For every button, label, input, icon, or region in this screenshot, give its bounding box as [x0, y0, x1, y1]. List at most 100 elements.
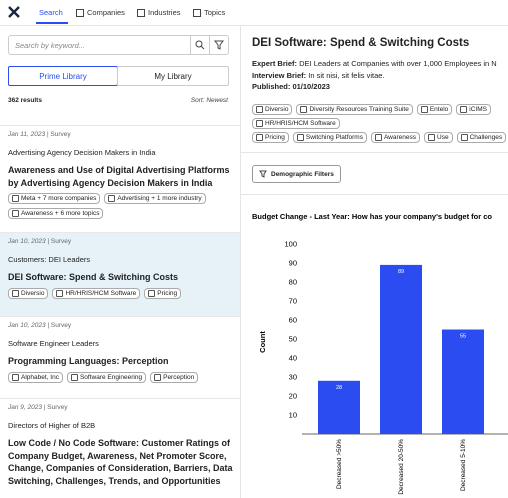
tag-icon — [256, 120, 263, 127]
tag-row: Pricing Switching Platforms Awareness Use Ch… — [252, 132, 508, 143]
nav-tab[interactable]: Search — [39, 8, 63, 17]
tag-icon — [256, 134, 263, 141]
y-tick-label: 50 — [289, 335, 297, 344]
bar — [380, 264, 422, 434]
item-audience: Software Engineer Leaders — [8, 339, 99, 348]
tag-icon — [56, 290, 64, 297]
tag[interactable]: Challenges — [456, 132, 507, 143]
x-tick-label: Decreased 20-50% — [398, 439, 405, 495]
item-audience: Advertising Agency Decision Makers in In… — [8, 148, 156, 157]
tag-icon — [70, 374, 78, 381]
y-tick-label: 10 — [289, 411, 297, 420]
bar-value-label: 28 — [336, 385, 342, 391]
tag-label: HR/HRIS/HCM Software — [65, 290, 137, 297]
tag[interactable]: Pricing — [252, 132, 289, 143]
tag-icon — [428, 134, 435, 141]
y-tick-label: 60 — [289, 316, 297, 325]
item-date: Jan 10, 2023 — [8, 238, 46, 245]
tag-label: Diversity Resources Training Suite — [309, 106, 409, 113]
published-date: 01/10/2023 — [292, 82, 330, 91]
tag[interactable]: Pricing — [144, 288, 182, 299]
logo[interactable] — [7, 5, 21, 19]
bar-value-label: 89 — [398, 269, 404, 275]
expert-brief: DEI Leaders at Companies with over 1,000… — [299, 59, 497, 68]
item-tags: Diversio HR/HRIS/HCM Software Pricing — [8, 288, 234, 299]
y-tick-label: 100 — [284, 240, 297, 249]
tag-icon — [460, 134, 468, 141]
tag-label: Alphabet, Inc — [21, 374, 59, 381]
search-box[interactable]: Search by keyword... — [8, 35, 229, 55]
filter-icon[interactable] — [214, 40, 224, 50]
item-audience: Directors of Higher of B2B — [8, 421, 96, 430]
tag-label: iCIMS — [469, 106, 487, 113]
tag[interactable]: Awareness + 6 more topics — [8, 208, 104, 219]
tag[interactable]: Awareness — [370, 132, 420, 143]
y-tick-label: 30 — [289, 373, 297, 382]
bar-value-label: 55 — [460, 334, 466, 340]
tag[interactable]: Perception — [150, 372, 199, 383]
tag-icon — [420, 106, 428, 113]
tab-label: My Library — [154, 71, 192, 81]
results-panel: Search by keyword... Prime Library My Li… — [0, 26, 241, 498]
tag-icon — [12, 374, 19, 381]
library-tab[interactable]: Prime Library — [8, 66, 118, 86]
tag[interactable]: Diversio — [252, 104, 293, 115]
label: Expert Brief: — [252, 59, 298, 68]
tag[interactable]: Software Engineering — [66, 372, 147, 383]
item-meta: Jan 9, 2023 | Survey — [8, 404, 68, 411]
tag-label: Advertising + 1 more industry — [117, 195, 202, 202]
item-date: Jan 10, 2023 — [8, 322, 46, 329]
tag-row: Diversio Diversity Resources Training Sui… — [252, 104, 508, 115]
search-icon[interactable] — [195, 40, 205, 50]
item-date: Jan 9, 2023 — [8, 404, 42, 411]
nav-tab[interactable]: Industries — [137, 8, 181, 17]
result-item[interactable]: Jan 10, 2023 | Survey Customers: DEI Lead… — [0, 232, 240, 316]
tag-label: Pricing — [265, 134, 285, 141]
y-tick-label: 70 — [289, 297, 297, 306]
tag[interactable]: Use — [424, 132, 453, 143]
item-meta: Jan 10, 2023 | Survey — [8, 322, 72, 329]
y-axis-label: Count — [258, 331, 267, 353]
tag-icon — [12, 195, 19, 202]
tag[interactable]: Alphabet, Inc — [8, 372, 63, 383]
tag[interactable]: Diversio — [8, 288, 49, 299]
result-item[interactable]: Jan 9, 2023 | Survey Directors of Higher … — [0, 398, 240, 498]
item-title: Low Code / No Code Software: Customer Ra… — [8, 438, 233, 487]
label: Published: — [252, 82, 291, 91]
tag[interactable]: Diversity Resources Training Suite — [296, 104, 413, 115]
result-item[interactable]: Jan 11, 2023 | Survey Advertising Agency … — [0, 125, 240, 232]
label: Interview Brief: — [252, 70, 307, 80]
tag[interactable]: Entelo — [416, 104, 453, 115]
tag[interactable]: HR/HRIS/HCM Software — [252, 118, 340, 129]
result-item[interactable]: Jan 10, 2023 | Survey Software Engineer L… — [0, 316, 240, 398]
search-placeholder: Search by keyword... — [15, 41, 86, 50]
item-meta: Jan 11, 2023 | Survey — [8, 131, 71, 138]
tag[interactable]: Switching Platforms — [292, 132, 367, 143]
tag-label: Use — [437, 134, 449, 141]
demographic-filter-button[interactable]: Demographic Filters — [252, 165, 341, 183]
x-tick-label: Decreased >50% — [336, 439, 343, 489]
tag[interactable]: Meta + 7 more companies — [8, 193, 101, 204]
bar — [318, 380, 360, 434]
tag-row: HR/HRIS/HCM Software — [252, 118, 508, 129]
brief: Expert Brief: DEI Leaders at Companies w… — [252, 58, 497, 93]
tag-icon — [154, 374, 162, 381]
tag[interactable]: HR/HRIS/HCM Software — [52, 288, 141, 299]
y-tick-label: 40 — [289, 354, 297, 363]
item-audience: Customers: DEI Leaders — [8, 255, 91, 264]
tab-label: Industries — [148, 8, 181, 17]
tag-icon — [296, 134, 304, 141]
item-type: Survey — [47, 404, 68, 411]
tag-icon — [300, 106, 308, 113]
tag[interactable]: iCIMS — [456, 104, 491, 115]
library-tab[interactable]: My Library — [117, 66, 229, 86]
nav-tab[interactable]: Topics — [193, 8, 225, 17]
tag[interactable]: Advertising + 1 more industry — [104, 193, 206, 204]
tag-label: Awareness — [383, 134, 416, 141]
nav-tab[interactable]: Companies — [76, 8, 125, 17]
item-date: Jan 11, 2023 — [8, 131, 46, 138]
item-type: Survey — [50, 131, 71, 138]
tab-label: Search — [39, 8, 63, 17]
tag-label: HR/HRIS/HCM Software — [265, 120, 336, 127]
